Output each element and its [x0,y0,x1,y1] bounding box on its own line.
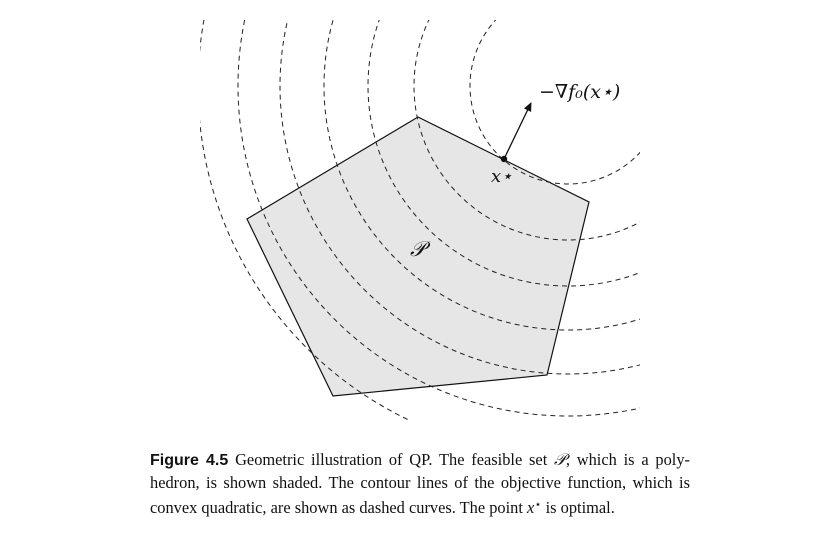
figure-number: Figure 4.5 [150,452,229,469]
caption-line2-text: hedron, is shown shaded. The contour lin… [150,473,673,492]
caption-line1-text: Geometric illustration of QP. The feasib… [235,450,548,469]
objective-contours [200,20,640,420]
caption-star-sup: ⋆ [534,499,542,511]
contour-line [469,20,640,185]
optimal-point-marker [500,155,508,163]
contour-line [237,20,640,417]
negative-gradient-arrow [503,102,532,160]
contour-line [323,20,640,331]
contour-line [279,20,640,375]
caption-line3-rest: is optimal. [545,498,615,518]
caption-optimal-point-symbol: x⋆ [527,498,541,517]
gradient-label: −∇f₀(x⋆) [539,81,620,103]
optimal-point-label: x⋆ [491,166,512,187]
figure-caption: Figure 4.5 Geometric illustration of QP.… [150,449,690,519]
caption-x-base: x [527,498,535,518]
qp-figure: −∇f₀(x⋆) x⋆ 𝒫 [200,20,640,420]
caption-line3-text: is convex quadratic, are shown as dashed… [150,473,690,518]
feasible-set-polyhedron [246,116,590,397]
caption-feasible-set-symbol: 𝒫 [554,450,566,469]
caption-line1-rest: , which is a poly- [565,450,690,469]
